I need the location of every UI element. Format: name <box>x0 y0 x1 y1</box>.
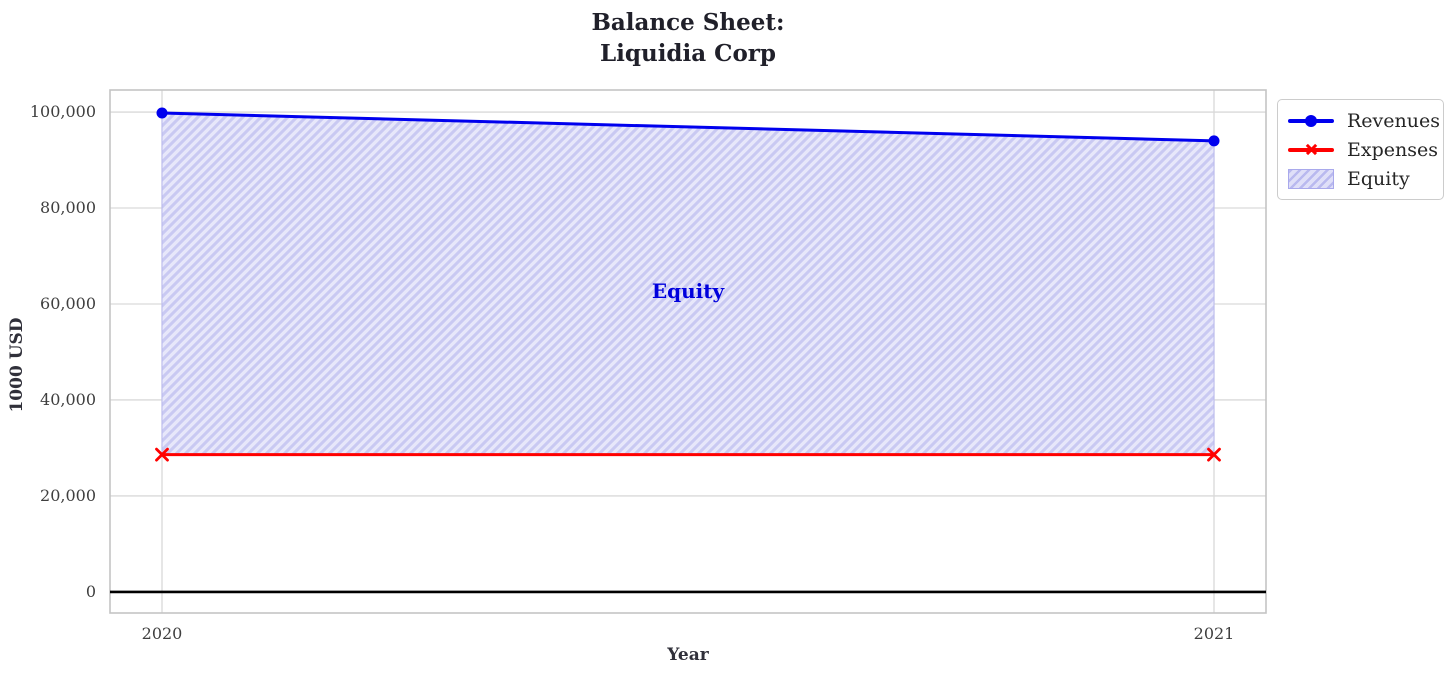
equity-hatch-swatch-icon <box>1288 168 1334 189</box>
legend-label-expenses: Expenses <box>1347 138 1438 161</box>
revenues-line-swatch-icon <box>1288 111 1334 131</box>
y-tick-label: 100,000 <box>29 102 96 122</box>
legend-label-revenues: Revenues <box>1347 109 1440 132</box>
equity-area-annotation: Equity <box>651 279 725 304</box>
chart-title: Balance Sheet: Liquidia Corp <box>591 9 785 67</box>
y-tick-label: 0 <box>85 581 96 601</box>
legend-item-expenses: Expenses <box>1288 137 1438 162</box>
y-tick-label: 60,000 <box>40 293 96 313</box>
legend-box: Revenues Expenses Equity <box>1277 99 1444 200</box>
x-tick-label: 2021 <box>1193 624 1235 643</box>
legend-item-equity: Equity <box>1288 166 1431 191</box>
x-tick-label: 2020 <box>141 624 183 643</box>
y-tick-label: 80,000 <box>40 198 96 218</box>
y-tick-label: 20,000 <box>40 485 96 505</box>
expenses-line-swatch-icon <box>1288 140 1334 160</box>
legend-label-equity: Equity <box>1347 167 1410 190</box>
x-axis-label: Year <box>667 645 709 665</box>
legend-item-revenues: Revenues <box>1288 108 1440 133</box>
y-tick-label: 40,000 <box>40 389 96 409</box>
